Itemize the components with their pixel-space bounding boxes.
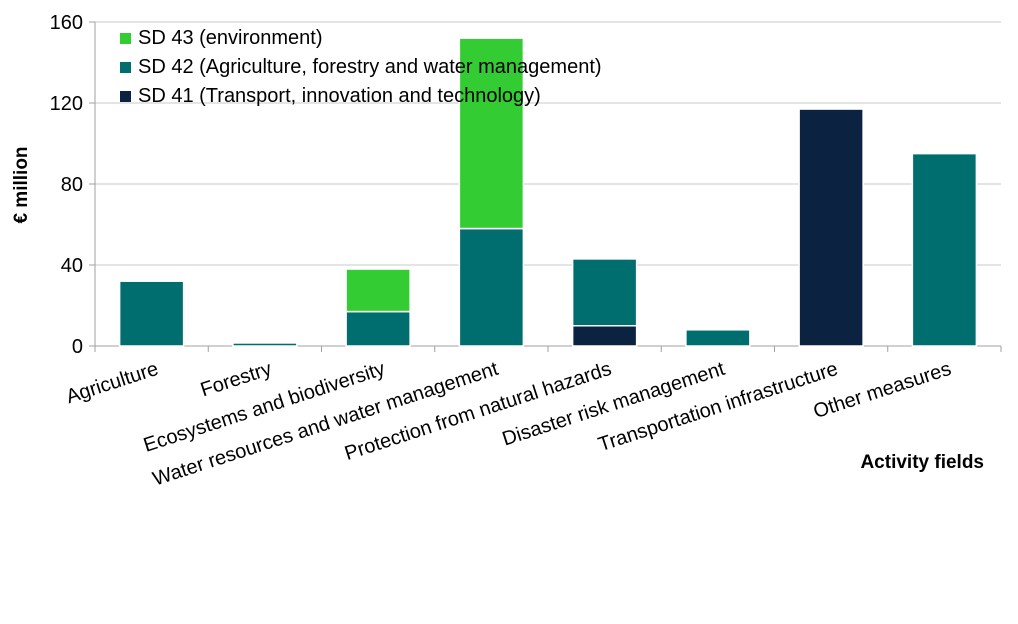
bar-segment	[232, 342, 298, 347]
bar-segment	[571, 258, 638, 327]
bar-segment	[458, 227, 525, 347]
bar-segment	[345, 268, 411, 313]
legend-item: SD 43 (environment)	[120, 24, 602, 53]
legend-swatch	[120, 33, 131, 44]
legend-label: SD 41 (Transport, innovation and technol…	[138, 85, 541, 107]
legend-item: SD 41 (Transport, innovation and technol…	[120, 82, 602, 111]
bar-segment	[685, 329, 751, 347]
legend: SD 43 (environment) SD 42 (Agriculture, …	[120, 24, 602, 111]
y-tick-label: 160	[50, 12, 83, 34]
bar-segment	[798, 108, 864, 347]
y-tick-label: 80	[61, 174, 83, 196]
y-tick-label: 40	[61, 255, 83, 277]
y-tick-label: 120	[50, 93, 83, 115]
y-axis-label: € million	[11, 146, 32, 224]
y-tick-label: 0	[72, 336, 83, 358]
legend-label: SD 43 (environment)	[138, 27, 323, 49]
bar-segment	[118, 280, 185, 347]
x-tick-label: Agriculture	[63, 358, 161, 408]
legend-swatch	[120, 91, 131, 102]
bar-segment	[911, 152, 978, 347]
legend-label: SD 42 (Agriculture, forestry and water m…	[138, 56, 602, 78]
legend-swatch	[120, 62, 131, 73]
legend-item: SD 42 (Agriculture, forestry and water m…	[120, 53, 602, 82]
bar-segment	[458, 37, 525, 230]
x-axis-label: Activity fields	[860, 452, 984, 473]
bar-segment	[345, 310, 411, 347]
bar-segment	[571, 325, 638, 347]
x-tick-label: Forestry	[198, 358, 275, 402]
